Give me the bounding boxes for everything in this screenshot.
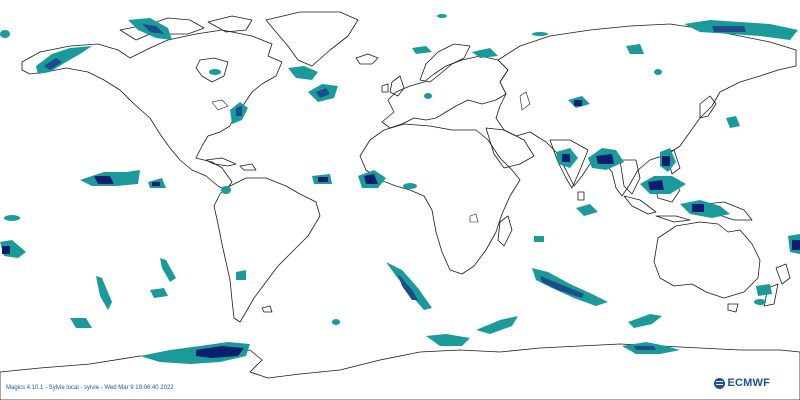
contour-alaska-teal bbox=[36, 46, 92, 74]
contour-bengal-dark bbox=[596, 154, 614, 164]
ecmwf-logo-icon bbox=[714, 377, 726, 389]
contour-so-4 bbox=[476, 316, 518, 334]
contour-antarctic-dark bbox=[196, 346, 244, 358]
coast-great-britain bbox=[389, 75, 405, 97]
contour-small-7 bbox=[437, 14, 447, 18]
contour-so-13 bbox=[534, 236, 544, 242]
coast-sri-lanka bbox=[577, 191, 585, 201]
contour-natlantic-dark bbox=[316, 88, 330, 98]
contour-small-3 bbox=[424, 93, 432, 99]
coast-japan bbox=[699, 95, 717, 119]
coast-cuba bbox=[205, 157, 237, 167]
coast-iceland bbox=[355, 53, 379, 65]
coast-caspian bbox=[519, 91, 531, 111]
contour-so-3 bbox=[426, 334, 470, 346]
contour-siberia-1 bbox=[626, 44, 644, 54]
contour-indonesia-teal bbox=[680, 200, 730, 218]
contour-siberia-3 bbox=[412, 46, 432, 54]
contour-hudson bbox=[209, 69, 221, 75]
contour-so-1-dark bbox=[540, 276, 584, 298]
contour-sio bbox=[576, 204, 598, 216]
contour-small-8 bbox=[332, 319, 340, 325]
contour-indonesia-dark bbox=[692, 204, 704, 212]
contour-ne-asia-dark bbox=[712, 26, 746, 32]
contour-so-8 bbox=[160, 258, 176, 282]
coast-sumatra bbox=[623, 195, 657, 215]
coast-arctic-islands-2 bbox=[207, 15, 253, 33]
ecmwf-logo-text: ECMWF bbox=[727, 377, 770, 389]
contour-spac-west-dark bbox=[2, 246, 10, 254]
coast-india bbox=[549, 139, 589, 189]
coast-antarctica bbox=[0, 343, 800, 400]
contour-small-6 bbox=[532, 32, 548, 36]
contour-east-us-dark bbox=[236, 106, 242, 116]
contour-small-1 bbox=[4, 215, 20, 221]
coast-ireland bbox=[381, 83, 389, 93]
footer-credit: Magics 4.10.1 - Sylvie local - sylvie - … bbox=[6, 385, 174, 391]
contour-alaska-dark bbox=[44, 58, 62, 70]
precipitation-contours bbox=[0, 14, 800, 364]
contour-so-5 bbox=[628, 314, 662, 328]
contour-gulf-guinea bbox=[403, 183, 417, 189]
coast-new-zealand-north bbox=[775, 263, 791, 285]
coast-africa bbox=[359, 123, 521, 275]
contour-borneo-dark bbox=[648, 180, 664, 190]
coast-north-america bbox=[21, 29, 283, 191]
contour-central-america bbox=[221, 186, 231, 194]
contour-so-2-dark bbox=[398, 274, 418, 300]
contour-nwpac bbox=[726, 116, 740, 128]
coast-indochina bbox=[619, 159, 641, 195]
contour-so-11 bbox=[236, 270, 246, 280]
coast-madagascar bbox=[497, 215, 513, 247]
contour-tibet-dark bbox=[574, 100, 582, 106]
contour-so-6-dark bbox=[634, 346, 656, 350]
coast-lake-victoria bbox=[469, 213, 479, 223]
contour-caribbean-dark bbox=[318, 177, 328, 182]
contour-small-2 bbox=[0, 30, 10, 38]
contour-tpac2-dark bbox=[152, 182, 160, 186]
contour-india-dark bbox=[562, 154, 570, 162]
contour-siberia-2 bbox=[472, 48, 498, 58]
contour-philippines-dark bbox=[662, 156, 670, 166]
coast-south-america bbox=[213, 177, 321, 323]
contour-labrador bbox=[288, 66, 318, 80]
coast-tasmania bbox=[727, 303, 739, 313]
coast-arabia bbox=[485, 127, 535, 169]
contour-so-1-teal bbox=[532, 268, 608, 306]
coast-australia bbox=[653, 221, 761, 299]
contour-tpac-dark bbox=[94, 176, 114, 184]
coast-java bbox=[655, 215, 691, 223]
coastlines bbox=[0, 11, 800, 400]
coast-hudson-bay bbox=[195, 57, 229, 83]
contour-spac-east-dark bbox=[792, 240, 800, 250]
ecmwf-logo: ECMWF bbox=[714, 377, 770, 389]
contour-so-10 bbox=[150, 288, 168, 298]
contour-arctic-dark bbox=[142, 24, 164, 34]
coast-falklands bbox=[261, 305, 273, 313]
coast-hispaniola bbox=[239, 163, 257, 171]
coast-scandinavia bbox=[419, 43, 471, 83]
contour-small-5 bbox=[654, 69, 662, 75]
coast-asia bbox=[495, 23, 797, 197]
coast-new-zealand-south bbox=[763, 283, 779, 307]
contour-so-7 bbox=[96, 276, 112, 310]
contour-so-9 bbox=[70, 318, 92, 328]
contour-west-africa-dark bbox=[364, 174, 378, 184]
coast-greenland bbox=[265, 11, 359, 67]
contour-so-12 bbox=[756, 284, 772, 296]
contour-so-2 bbox=[386, 262, 432, 310]
coast-great-lakes bbox=[211, 99, 229, 111]
contour-small-4 bbox=[754, 299, 766, 305]
